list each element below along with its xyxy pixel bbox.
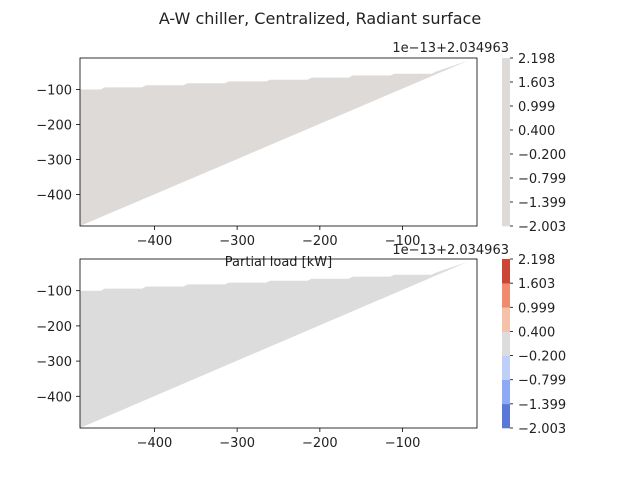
- colorbar-tick-label: 2.198: [518, 52, 555, 67]
- colorbar-tick-label: −2.003: [518, 422, 566, 437]
- x-tick-label: −200: [302, 436, 338, 451]
- x-tick-label: −400: [137, 436, 173, 451]
- colorbar-band: [502, 331, 510, 356]
- colorbar-band: [502, 355, 510, 381]
- colorbar-tick-label: 2.198: [518, 253, 555, 268]
- colorbar-offset-label: 1e−13+2.034963: [392, 41, 509, 56]
- colorbar-band: [502, 307, 510, 332]
- y-tick-label: −400: [36, 390, 72, 405]
- colorbar-tick-label: 0.999: [518, 100, 555, 115]
- colorbar-tick-label: −1.399: [518, 398, 566, 413]
- y-tick-label: −200: [36, 119, 72, 134]
- y-tick-label: −300: [36, 154, 72, 169]
- x-tick-label: −100: [385, 436, 421, 451]
- colorbar-tick-label: −0.799: [518, 374, 566, 389]
- subplot-2: −400 −300 −200 −100 −100 −200 −300 −400 2.198 1.6…: [36, 243, 566, 451]
- colorbar-band: [502, 283, 510, 308]
- x-tick-label: −100: [385, 234, 421, 249]
- subplot-1: −400 −300 −200 −100 −100 −200 −300 −400 Partial …: [36, 41, 566, 270]
- colorbar-tick-label: 0.400: [518, 124, 555, 139]
- colorbar-tick-label: 1.603: [518, 277, 555, 292]
- colorbar-tick-label: −0.799: [518, 172, 566, 187]
- colorbar: 2.198 1.603 0.999 0.400 −0.200 −0.799 −1.399 −2…: [502, 52, 566, 235]
- x-tick-label: −300: [219, 436, 255, 451]
- x-tick-label: −400: [137, 234, 173, 249]
- colorbar-tick-label: 1.603: [518, 76, 555, 91]
- colorbar: 2.198 1.603 0.999 0.400 −0.200 −0.799 −1.399 −2…: [502, 253, 566, 437]
- colorbar-tick-label: −2.003: [518, 220, 566, 235]
- colorbar-tick-label: −1.399: [518, 196, 566, 211]
- colorbar-band: [502, 403, 510, 429]
- colorbar-tick-label: −0.200: [518, 148, 566, 163]
- figure-title: A-W chiller, Centralized, Radiant surfac…: [158, 9, 482, 28]
- x-tick-label: −300: [219, 234, 255, 249]
- colorbar-band: [502, 58, 510, 227]
- y-tick-label: −100: [36, 84, 72, 99]
- y-tick-label: −100: [36, 285, 72, 300]
- colorbar-offset-label: 1e−13+2.034963: [392, 243, 509, 258]
- axes-frame: [79, 258, 478, 429]
- axes-frame: [79, 57, 478, 227]
- colorbar-tick-label: 0.999: [518, 301, 555, 316]
- colorbar-tick-label: 0.400: [518, 325, 555, 340]
- colorbar-tick-label: −0.200: [518, 350, 566, 365]
- filled-region: [80, 261, 469, 428]
- colorbar-band: [502, 259, 510, 284]
- colorbar-band: [502, 379, 510, 405]
- x-tick-label: −200: [302, 234, 338, 249]
- filled-region: [80, 60, 469, 227]
- y-tick-label: −200: [36, 320, 72, 335]
- y-tick-label: −400: [36, 189, 72, 204]
- y-tick-label: −300: [36, 355, 72, 370]
- x-axis-label: Partial load [kW]: [225, 255, 332, 270]
